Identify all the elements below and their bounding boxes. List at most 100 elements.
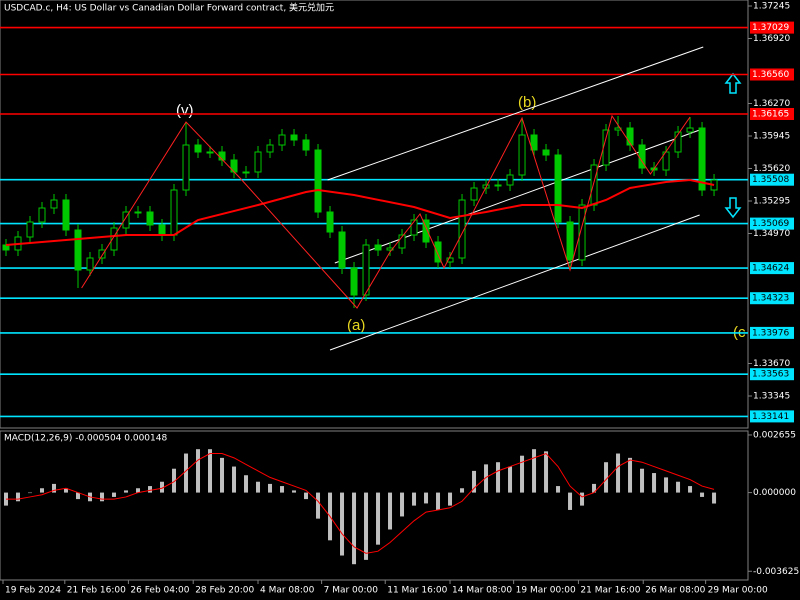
macd-bar xyxy=(700,492,705,497)
macd-bar xyxy=(652,473,657,493)
macd-bar xyxy=(412,492,417,506)
candle-body xyxy=(182,144,190,191)
candle-body xyxy=(446,257,454,263)
down-arrow xyxy=(724,197,742,219)
y-tick-label: 0.002655 xyxy=(753,430,796,440)
candle-body xyxy=(194,144,202,153)
macd-bar xyxy=(424,492,429,504)
macd-bar xyxy=(628,457,633,493)
macd-bar xyxy=(496,462,501,493)
candle-body xyxy=(422,219,430,243)
macd-bar xyxy=(544,451,549,493)
x-tick-label: 29 Mar 00:00 xyxy=(708,586,768,596)
wave-label: (b) xyxy=(518,94,536,111)
level-tag xyxy=(750,173,794,186)
macd-bar xyxy=(64,488,69,493)
y-tick-label: 1.34970 xyxy=(753,229,790,239)
candle-body xyxy=(38,207,46,223)
x-tick-label: 21 Feb 16:00 xyxy=(67,586,126,596)
candle-body xyxy=(122,211,130,229)
candle-body xyxy=(542,149,550,156)
macd-bar xyxy=(400,492,405,517)
candle-body xyxy=(242,171,250,174)
y-tick-label: 1.35295 xyxy=(753,197,790,207)
macd-panel xyxy=(0,430,749,581)
candle-body xyxy=(110,227,118,251)
level-tag xyxy=(750,68,794,81)
candle-body xyxy=(566,221,574,261)
x-tick-label: 21 Mar 16:00 xyxy=(580,586,640,596)
candle-body xyxy=(74,229,82,271)
candle-body xyxy=(170,189,178,236)
x-tick-label: 4 Mar 08:00 xyxy=(260,586,315,596)
y-tick-label: 1.33345 xyxy=(753,392,790,402)
candle-body xyxy=(338,231,346,269)
macd-bar xyxy=(244,475,249,493)
level-label: 1.35508 xyxy=(752,175,789,185)
price-panel xyxy=(0,0,749,429)
macd-bar xyxy=(364,492,369,560)
level-label: 1.34624 xyxy=(752,264,789,274)
up-arrow xyxy=(724,72,742,94)
x-tick-label: 28 Feb 20:00 xyxy=(195,586,254,596)
macd-bar xyxy=(196,449,201,493)
candle-body xyxy=(50,199,58,209)
macd-bar xyxy=(220,457,225,493)
level-label: 1.36560 xyxy=(752,70,789,80)
macd-bar xyxy=(388,492,393,530)
macd-bar xyxy=(688,486,693,493)
x-tick-label: 19 Mar 00:00 xyxy=(516,586,576,596)
candle-body xyxy=(290,134,298,141)
candle-body xyxy=(254,151,262,173)
level-tag xyxy=(750,21,794,34)
macd-bar xyxy=(616,453,621,493)
level-tag xyxy=(750,108,794,120)
candle-body xyxy=(362,244,370,296)
candle-body xyxy=(434,241,442,263)
macd-bar xyxy=(76,492,81,500)
x-tick-label: 7 Mar 00:00 xyxy=(324,586,379,596)
candle-body xyxy=(26,221,34,238)
moving-average xyxy=(5,178,715,246)
macd-bar xyxy=(232,466,237,493)
macd-bar xyxy=(640,468,645,493)
x-tick-label: 14 Mar 08:00 xyxy=(452,586,512,596)
macd-bar xyxy=(256,481,261,493)
macd-bar xyxy=(52,483,57,493)
macd-bar xyxy=(712,492,717,504)
wave-label: (v) xyxy=(176,102,194,119)
macd-bar xyxy=(520,455,525,493)
macd-bar xyxy=(124,490,129,493)
candle-body xyxy=(554,154,562,223)
macd-bar xyxy=(664,477,669,493)
x-tick-label: 26 Mar 08:00 xyxy=(645,586,705,596)
macd-bar xyxy=(532,449,537,493)
candle-body xyxy=(530,134,538,151)
macd-bar xyxy=(184,453,189,493)
candle-body xyxy=(398,234,406,249)
y-tick-label: 1.35620 xyxy=(753,164,790,174)
candle-body xyxy=(302,139,310,151)
channel-line xyxy=(327,46,704,181)
level-label: 1.33141 xyxy=(752,412,789,422)
macd-bar xyxy=(448,492,453,506)
candle-body xyxy=(578,204,586,261)
candle-body xyxy=(98,249,106,259)
level-label: 1.33976 xyxy=(752,328,789,338)
candle-body xyxy=(146,211,154,226)
x-tick-label: 19 Feb 2024 xyxy=(5,586,61,596)
candle-body xyxy=(266,144,274,153)
candle-body xyxy=(674,131,682,153)
candle-body xyxy=(470,187,478,201)
level-tag xyxy=(750,292,794,305)
macd-bar xyxy=(460,488,465,493)
candle-body xyxy=(410,219,418,236)
macd-bar xyxy=(604,462,609,493)
y-tick-label: 0.000000 xyxy=(753,488,796,498)
macd-bar xyxy=(580,492,585,506)
macd-bar xyxy=(556,486,561,493)
candle-body xyxy=(86,257,94,271)
macd-bar xyxy=(436,492,441,510)
level-label: 1.35069 xyxy=(752,219,789,229)
